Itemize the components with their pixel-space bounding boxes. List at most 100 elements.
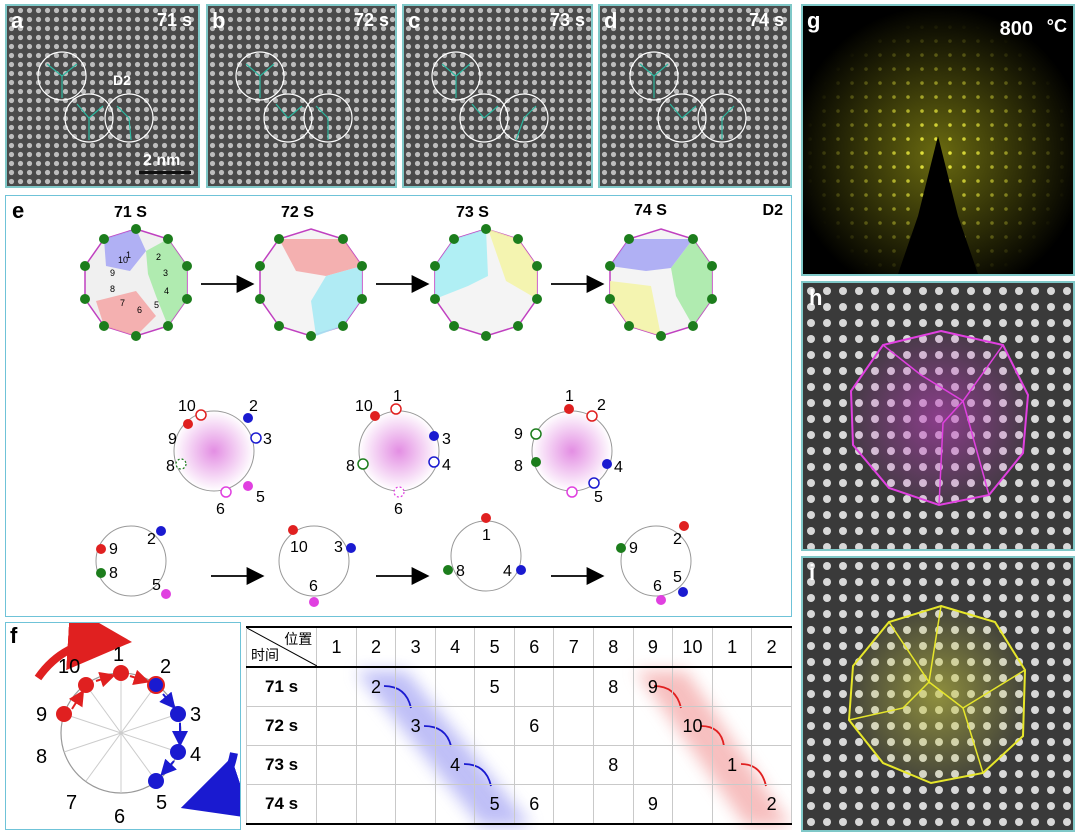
circle-label: 2 [597,397,606,414]
circle-label: 4 [614,459,623,476]
table-cell [355,784,397,825]
table-cell [434,706,476,746]
wheel-number: 1 [113,644,124,666]
table-cell: 2 [751,784,792,825]
circle-label: 8 [109,565,118,582]
circle-label: 4 [442,457,451,474]
row-time: 74 s [245,784,318,825]
tem-frame-c: c 73 s [402,4,593,188]
circle-label: 6 [216,501,225,518]
panel-f: f 1 2 3 4 5 6 7 8 9 10 [5,622,241,830]
site-wheel: 1 2 3 4 5 6 7 8 9 10 [34,623,240,828]
temperature-value: 800 [999,18,1033,40]
circle-label: 3 [334,539,343,556]
table-cell: 1 [711,745,753,785]
column-header: 6 [513,626,555,668]
wheel-number: 10 [58,656,80,678]
site-number: 1 [126,250,131,260]
table-cell: 8 [593,666,634,707]
table-cell [553,745,595,785]
circle-label: 9 [109,541,118,558]
table-cell [513,666,555,707]
transition-table: 位置 时间 1 2 3 4 5 6 7 8 9 10 1 2 71 s 2 5 … [245,626,792,830]
pink-circle-72s [357,403,440,498]
site-number: 7 [120,298,125,308]
time-heading: 71 S [114,204,147,221]
wheel-number: 8 [36,746,47,768]
panel-label-b: b [212,8,226,33]
wheel-number: 3 [190,704,201,726]
panel-label-a: a [11,8,24,33]
hrtem-image [803,558,1073,830]
circle-label: 10 [178,398,196,415]
table-cell [434,784,476,825]
tem-frame-b: b 72 s [206,4,397,188]
time-label: 74 s [748,10,784,30]
table-cell [316,706,357,746]
wheel-number: 2 [160,656,171,678]
panel-tag: D2 [762,202,783,219]
table-cell [751,706,792,746]
column-header: 10 [672,626,713,668]
table-cell: 9 [632,666,674,707]
circle-label: 8 [166,458,175,475]
table-row: 73 s 4 8 1 [245,745,792,785]
circle-label: 2 [249,398,258,415]
panel-label-d: d [604,8,618,33]
table-cell [553,784,595,825]
column-header: 2 [355,626,397,668]
table-row: 74 s 5 6 9 2 [245,784,792,825]
decagon-71s [80,224,192,341]
table-cell: 5 [474,666,515,707]
panel-label-h: h [809,285,823,310]
column-header: 1 [711,626,753,668]
circle-label: 9 [514,426,523,443]
wheel-number: 9 [36,704,47,726]
column-header: 7 [553,626,595,668]
header-position: 位置 [284,631,313,647]
circle-label: 8 [514,458,523,475]
site-number: 8 [110,284,115,294]
table-cell [711,784,753,825]
circle-label: 2 [673,531,682,548]
hrtem-i: i [801,556,1075,832]
table-cell [711,706,753,746]
column-header: 9 [632,626,674,668]
table-cell [355,706,397,746]
wheel-number: 5 [156,792,167,814]
circle-label: 10 [355,398,373,415]
table-cell [513,745,555,785]
table-cell [593,706,634,746]
site-number: 3 [163,268,168,278]
circle-label: 5 [152,577,161,594]
panel-label-f: f [10,623,18,648]
circle-label: 8 [346,458,355,475]
table-cell [355,745,397,785]
column-header: 4 [434,626,476,668]
pink-circle-71s [173,409,262,498]
site-number: 2 [156,252,161,262]
row-time: 71 s [245,666,318,707]
table-cell: 6 [513,784,555,825]
table-cell [316,745,357,785]
table-row: 71 s 2 5 8 9 [245,666,792,707]
time-heading: 72 S [281,204,314,221]
tem-image [404,6,591,186]
wheel-number: 4 [190,744,201,766]
table-cell: 2 [355,666,397,707]
site-circle-71s [95,525,171,599]
column-header: 5 [474,626,515,668]
circle-label: 2 [147,531,156,548]
table-cell [632,745,674,785]
decagon-73s [430,224,542,341]
table-cell [672,666,713,707]
column-header: 3 [395,626,436,668]
table-cell [672,745,713,785]
table-row: 72 s 3 6 10 [245,706,792,746]
tem-image [208,6,395,186]
site-circle-74s [616,521,692,605]
pink-circle-73s [530,404,613,498]
header-time: 时间 [251,647,279,663]
table-cell [474,745,515,785]
table-cell [395,666,436,707]
